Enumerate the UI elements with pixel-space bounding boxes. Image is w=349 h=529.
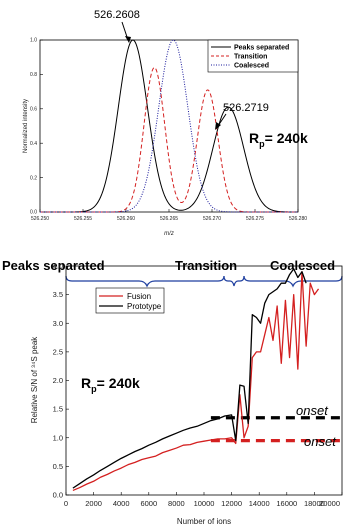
bottom-y-tick-label: 2.0	[53, 376, 63, 385]
bottom-y-tick-label: 2.5	[53, 347, 63, 356]
top-y-tick-label: 0.0	[30, 210, 37, 216]
bottom-y-tick-label: 3.0	[53, 319, 63, 328]
top-x-axis-label: m/z	[164, 231, 174, 237]
legend-label-transition: Transition	[234, 54, 267, 61]
onset-lines	[210, 416, 342, 443]
top-series-line-peaks-separated	[40, 39, 299, 213]
top-x-tick-label: 526.280	[289, 216, 307, 222]
top-y-tick-label: 1.0	[30, 38, 37, 44]
bottom-y-tick-label: 3.5	[53, 290, 63, 299]
brace-coalesced	[243, 275, 343, 288]
top-x-tick-label: 526.275	[246, 216, 264, 222]
bottom-y-axis-label: Relative S/N of ³⁴S peak	[30, 336, 39, 424]
legend-label-fusion: Fusion	[127, 292, 151, 301]
bottom-x-tick-label: 14000	[249, 499, 270, 508]
brace-transition	[223, 275, 245, 287]
top-x-tick-label: 526.270	[203, 216, 221, 222]
onset-label-black: onset	[296, 403, 329, 418]
bottom-x-axis-label: Number of ions	[177, 517, 231, 526]
annotation-peak-1: 526.2608	[94, 9, 140, 21]
top-legend: Peaks separated Transition Coalesced	[207, 39, 299, 73]
chart-top: 0.0 0.2 0.4 0.6 0.8 1.0 526.250 526.255 526.260…	[23, 9, 308, 237]
bottom-series-line-prototype	[72, 268, 307, 489]
top-series-line-coalesced	[40, 39, 298, 213]
chart-bottom: Peaks separated Transition Coalesced 0.0…	[2, 258, 343, 526]
annotation-arrowhead-2	[215, 122, 221, 130]
top-series-group	[40, 39, 299, 213]
region-label-coalesced: Coalesced	[270, 258, 335, 273]
bottom-x-tick-label: 20000	[319, 499, 340, 508]
region-label-transition: Transition	[175, 258, 237, 273]
bottom-x-tick-label: 4000	[113, 499, 130, 508]
bottom-y-tick-label: 1.0	[53, 433, 63, 442]
annotation-arrowhead-1	[125, 36, 131, 43]
bottom-y-tick-label: 1.5	[53, 405, 63, 414]
top-y-ticks: 0.0 0.2 0.4 0.6 0.8 1.0	[30, 38, 43, 216]
bottom-resolution-label: Rp= 240k	[81, 375, 140, 394]
top-resolution-label: Rp= 240k	[249, 130, 308, 149]
bottom-legend-box	[95, 287, 165, 314]
top-y-tick-label: 0.2	[30, 175, 37, 181]
top-x-ticks: 526.250 526.255 526.260 526.265 526.270 526.2…	[31, 209, 307, 222]
bottom-x-tick-label: 12000	[221, 499, 242, 508]
top-y-tick-label: 0.6	[30, 107, 37, 113]
top-x-tick-label: 526.255	[74, 216, 92, 222]
bottom-x-tick-label: 16000	[276, 499, 297, 508]
bottom-series-group	[72, 268, 320, 492]
top-x-tick-label: 526.250	[31, 216, 49, 222]
top-y-tick-label: 0.4	[30, 141, 37, 147]
top-y-tick-label: 0.8	[30, 72, 37, 78]
top-y-axis-label: Normalized intensity	[23, 99, 29, 153]
bottom-x-tick-label: 0	[64, 499, 68, 508]
bottom-x-tick-label: 10000	[194, 499, 215, 508]
onset-label-red: onset	[304, 434, 337, 449]
bottom-y-tick-label: 0.0	[53, 491, 63, 500]
bottom-x-tick-label: 18000	[304, 499, 325, 508]
bottom-y-tick-label: 4.0	[53, 262, 63, 271]
top-x-tick-label: 526.265	[160, 216, 178, 222]
top-x-tick-label: 526.260	[117, 216, 135, 222]
bottom-x-tick-label: 6000	[140, 499, 157, 508]
bottom-series-line-fusion	[72, 271, 320, 492]
legend-label-peaks-separated: Peaks separated	[234, 45, 289, 52]
bottom-x-ticks: 0 2000 4000 6000 8000 10000 12000 14000 16000 180…	[64, 492, 343, 508]
brace-peaks-separated	[65, 275, 225, 288]
bottom-x-tick-label: 8000	[168, 499, 185, 508]
bottom-legend: Fusion Prototype	[95, 287, 165, 314]
bottom-y-tick-label: 0.5	[53, 462, 63, 471]
region-label-peaks-separated: Peaks separated	[2, 258, 105, 273]
legend-label-prototype: Prototype	[127, 302, 162, 311]
annotation-peak-2: 526.2719	[223, 102, 269, 114]
legend-label-coalesced: Coalesced	[234, 63, 269, 70]
bottom-x-tick-label: 2000	[85, 499, 102, 508]
bottom-y-ticks: 0.0 0.5 1.0 1.5 2.0 2.5 3.0 3.5 4.0	[53, 262, 69, 500]
